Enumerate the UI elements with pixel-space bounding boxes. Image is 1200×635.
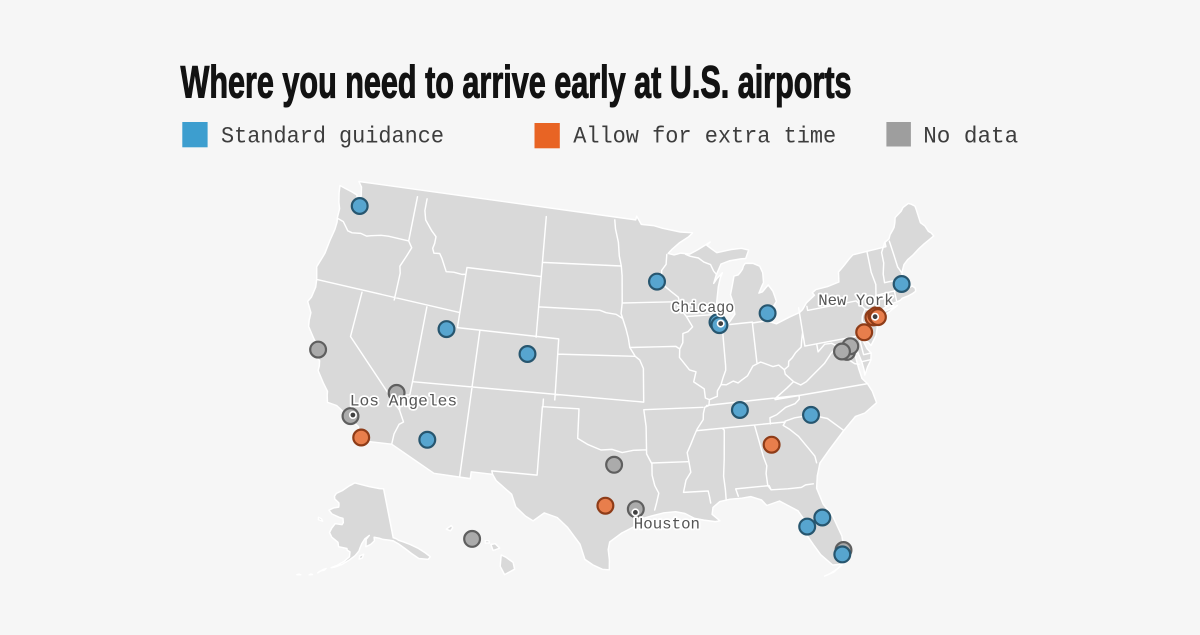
svg-text:Houston: Houston xyxy=(634,516,700,534)
svg-text:No data: No data xyxy=(923,124,1018,151)
svg-text:Los Angeles: Los Angeles xyxy=(350,392,457,410)
svg-text:New York: New York xyxy=(818,292,893,310)
svg-text:Standard guidance: Standard guidance xyxy=(221,124,444,151)
svg-text:Allow for extra time: Allow for extra time xyxy=(573,124,836,151)
svg-text:Chicago: Chicago xyxy=(671,299,734,317)
svg-text:Where you need to arrive early: Where you need to arrive early at U.S. a… xyxy=(181,57,852,108)
